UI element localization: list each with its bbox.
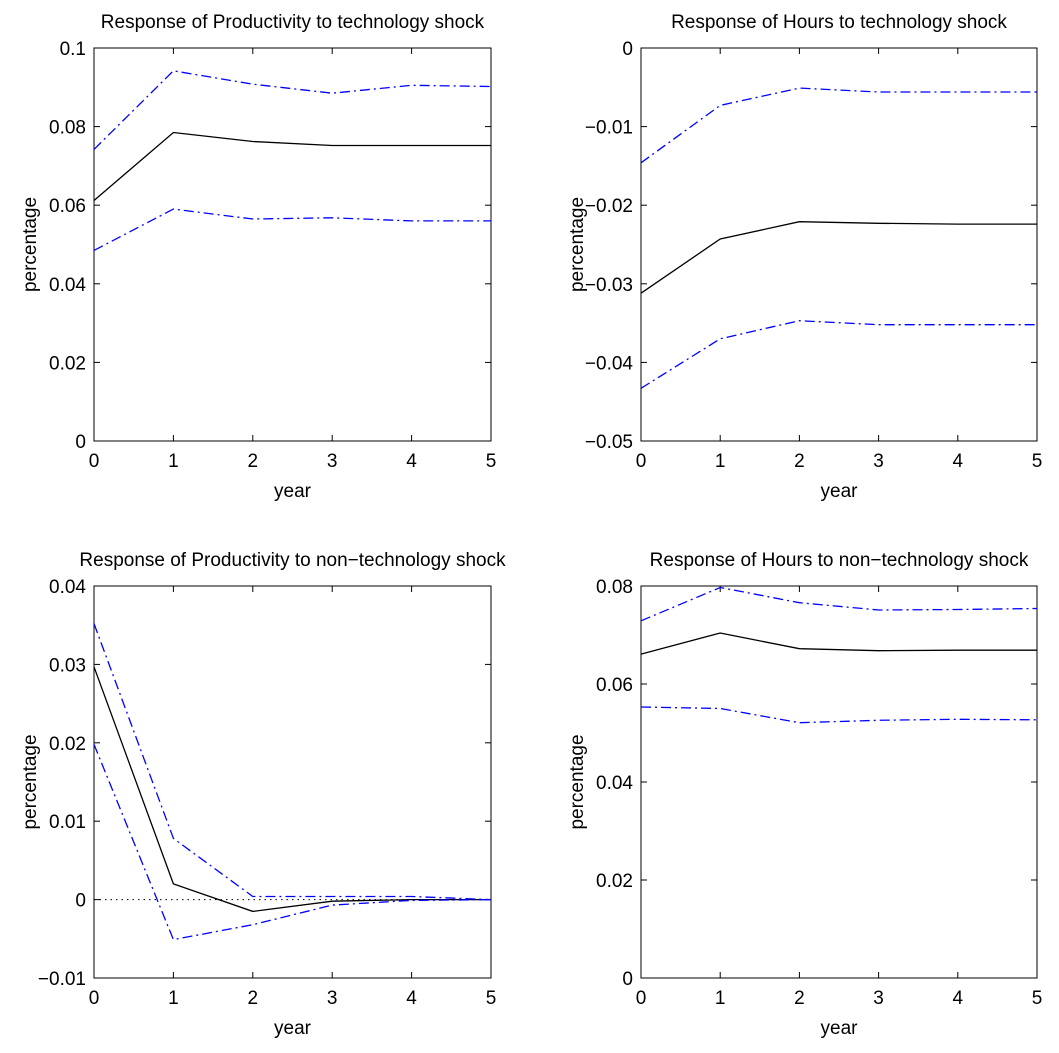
x-tick-label: 5 [486,451,497,472]
x-tick-label: 4 [406,451,417,472]
plot-frame [93,47,492,442]
series-line-upper-band [93,623,492,901]
x-tick-label: 2 [794,451,805,472]
x-tick-label: 1 [168,451,179,472]
y-axis-label: percentage [20,734,41,829]
y-tick-label: 0.03 [49,655,86,676]
y-axis-label: percentage [567,734,588,829]
x-tick-label: 3 [327,451,338,472]
x-tick-label: 1 [168,988,179,1009]
series-line-lower-band [93,744,492,941]
y-axis-label: percentage [20,197,41,292]
y-tick-label: −0.03 [585,275,633,296]
x-tick-label: 3 [873,988,884,1009]
x-tick-label: 5 [486,988,497,1009]
x-tick-label: 2 [248,451,259,472]
series-line-estimate [93,666,491,913]
x-tick-label: 0 [89,988,100,1009]
y-tick-label: 0.01 [49,812,86,833]
y-tick-label: 0 [622,969,633,990]
y-tick-label: 0.04 [49,275,86,296]
x-tick-label: 5 [1032,451,1043,472]
series-line-lower-band [640,706,1038,724]
y-tick-label: 0.08 [49,118,86,139]
y-tick-label: 0.08 [596,577,633,598]
series-line-lower-band [640,320,1037,389]
y-axis-label: percentage [567,197,588,292]
y-tick-label: 0.1 [60,39,86,60]
chart-title: Response of Hours to non−technology shoc… [650,550,1029,571]
x-axis-label: year [821,1018,859,1039]
series-line-estimate [640,221,1037,294]
y-tick-label: −0.02 [585,196,633,217]
series-line-estimate [640,632,1037,655]
series-line-upper-band [640,87,1037,164]
chart-title: Response of Hours to technology shock [671,12,1007,33]
chart-panel-4: 0 1 2 3 4 5 0 0.02 0.04 0.06 0.08 Response of Hours… [567,550,1042,1039]
chart-title: Response of Productivity to non−technolo… [79,550,506,571]
y-tick-label: 0.04 [49,577,86,598]
x-tick-label: 4 [953,451,964,472]
series-line-lower-band [93,208,491,251]
series-line-upper-band [93,70,492,150]
x-tick-label: 2 [794,988,805,1009]
x-tick-label: 4 [953,988,964,1009]
y-tick-label: 0.02 [49,353,86,374]
x-tick-label: 2 [248,988,259,1009]
x-tick-label: 0 [89,451,100,472]
y-tick-label: 0 [75,891,86,912]
x-tick-label: 1 [715,451,726,472]
plot-frame [640,47,1038,442]
x-tick-label: 4 [406,988,417,1009]
series-line-upper-band [640,586,1038,622]
series-line-estimate [93,131,491,201]
y-tick-label: −0.05 [585,432,633,453]
y-tick-label: 0.02 [596,871,633,892]
y-tick-label: 0.06 [49,196,86,217]
x-axis-label: year [821,481,859,502]
x-axis-label: year [274,481,312,502]
y-tick-label: 0 [75,432,86,453]
x-tick-label: 3 [327,988,338,1009]
y-tick-label: −0.01 [38,969,86,990]
x-axis-label: year [274,1018,312,1039]
x-tick-label: 0 [636,451,647,472]
y-tick-label: 0.06 [596,675,633,696]
plot-frame [93,585,492,979]
x-tick-label: 1 [715,988,726,1009]
chart-panel-2: 0 1 2 3 4 5 −0.05 −0.04 −0.03 −0.02 −0.01 0 Response… [567,12,1042,502]
plot-frame [640,585,1038,979]
chart-title: Response of Productivity to technology s… [101,12,485,33]
x-tick-label: 3 [873,451,884,472]
y-tick-label: 0.04 [596,773,633,794]
y-tick-label: 0.02 [49,734,86,755]
x-tick-label: 0 [636,988,647,1009]
y-tick-label: 0 [622,39,633,60]
chart-panel-1: 0 1 2 3 4 5 0 0.02 0.04 0.06 0.08 0.1 Response of Pr… [20,12,496,502]
x-tick-label: 5 [1032,988,1043,1009]
y-tick-label: −0.04 [585,353,634,374]
y-tick-label: −0.01 [585,118,633,139]
